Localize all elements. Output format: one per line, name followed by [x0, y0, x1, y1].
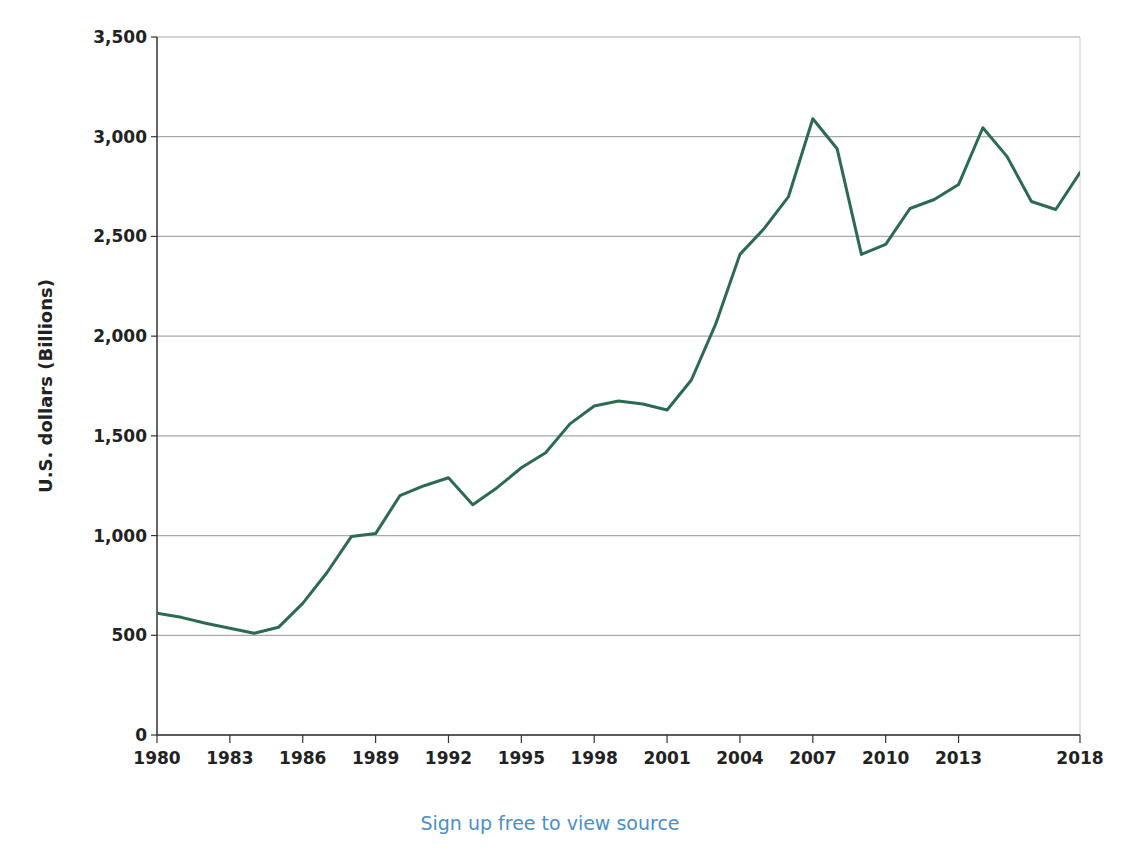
- y-tick-label: 2,000: [93, 326, 147, 346]
- x-tick: [302, 735, 303, 743]
- x-tick-label: 2010: [862, 748, 909, 768]
- x-tick: [885, 735, 886, 743]
- x-tick-label: 1992: [425, 748, 472, 768]
- x-tick-label: 2001: [643, 748, 690, 768]
- x-tick: [666, 735, 667, 743]
- x-tick-label: 1998: [571, 748, 618, 768]
- x-tick-label: 1986: [279, 748, 326, 768]
- x-tick-label: 2007: [789, 748, 836, 768]
- y-tick: [151, 535, 157, 536]
- y-axis: [156, 37, 158, 735]
- x-tick: [594, 735, 595, 743]
- y-axis-title: U.S. dollars (Billions): [35, 279, 56, 493]
- y-tick-label: 3,500: [93, 27, 147, 47]
- x-tick-label: 2013: [935, 748, 982, 768]
- x-tick-label: 1989: [352, 748, 399, 768]
- y-tick-label: 500: [112, 625, 148, 645]
- y-tick: [151, 435, 157, 436]
- y-tick: [151, 136, 157, 137]
- x-tick: [812, 735, 813, 743]
- plot-area: [157, 119, 1080, 634]
- y-tick: [151, 734, 157, 735]
- grid-line: [157, 635, 1080, 636]
- y-tick: [151, 336, 157, 337]
- x-tick: [739, 735, 740, 743]
- footnote: Sign up free to view source: [420, 812, 679, 834]
- x-tick-label: 1980: [133, 748, 180, 768]
- grid-line: [157, 236, 1080, 237]
- x-tick-label: 2004: [716, 748, 763, 768]
- y-tick-label: 0: [135, 725, 147, 745]
- x-axis: [157, 734, 1080, 736]
- chart: 0 500 1,000 1,500 2,000 2,500 3,000 3,500 1980 19…: [0, 0, 1121, 857]
- y-tick-label: 1,500: [93, 426, 147, 446]
- x-tick: [375, 735, 376, 743]
- y-tick: [151, 635, 157, 636]
- x-tick-label: 1995: [498, 748, 545, 768]
- frame-right: [1080, 37, 1081, 735]
- y-tick: [151, 36, 157, 37]
- x-tick: [156, 735, 157, 743]
- y-tick-label: 1,000: [93, 526, 147, 546]
- y-tick: [151, 236, 157, 237]
- x-tick: [229, 735, 230, 743]
- grid-line: [157, 336, 1080, 337]
- grid-line: [157, 734, 1080, 735]
- grid-line: [157, 535, 1080, 536]
- data-line: [157, 119, 1080, 634]
- x-tick-label: 2018: [1056, 748, 1103, 768]
- grid-line: [157, 36, 1080, 37]
- y-tick-label: 3,000: [93, 127, 147, 147]
- x-tick-label: 1983: [206, 748, 253, 768]
- x-tick: [521, 735, 522, 743]
- x-tick: [448, 735, 449, 743]
- grid-line: [157, 136, 1080, 137]
- y-tick-label: 2,500: [93, 226, 147, 246]
- x-tick: [1079, 735, 1080, 743]
- grid-line: [157, 435, 1080, 436]
- x-tick: [958, 735, 959, 743]
